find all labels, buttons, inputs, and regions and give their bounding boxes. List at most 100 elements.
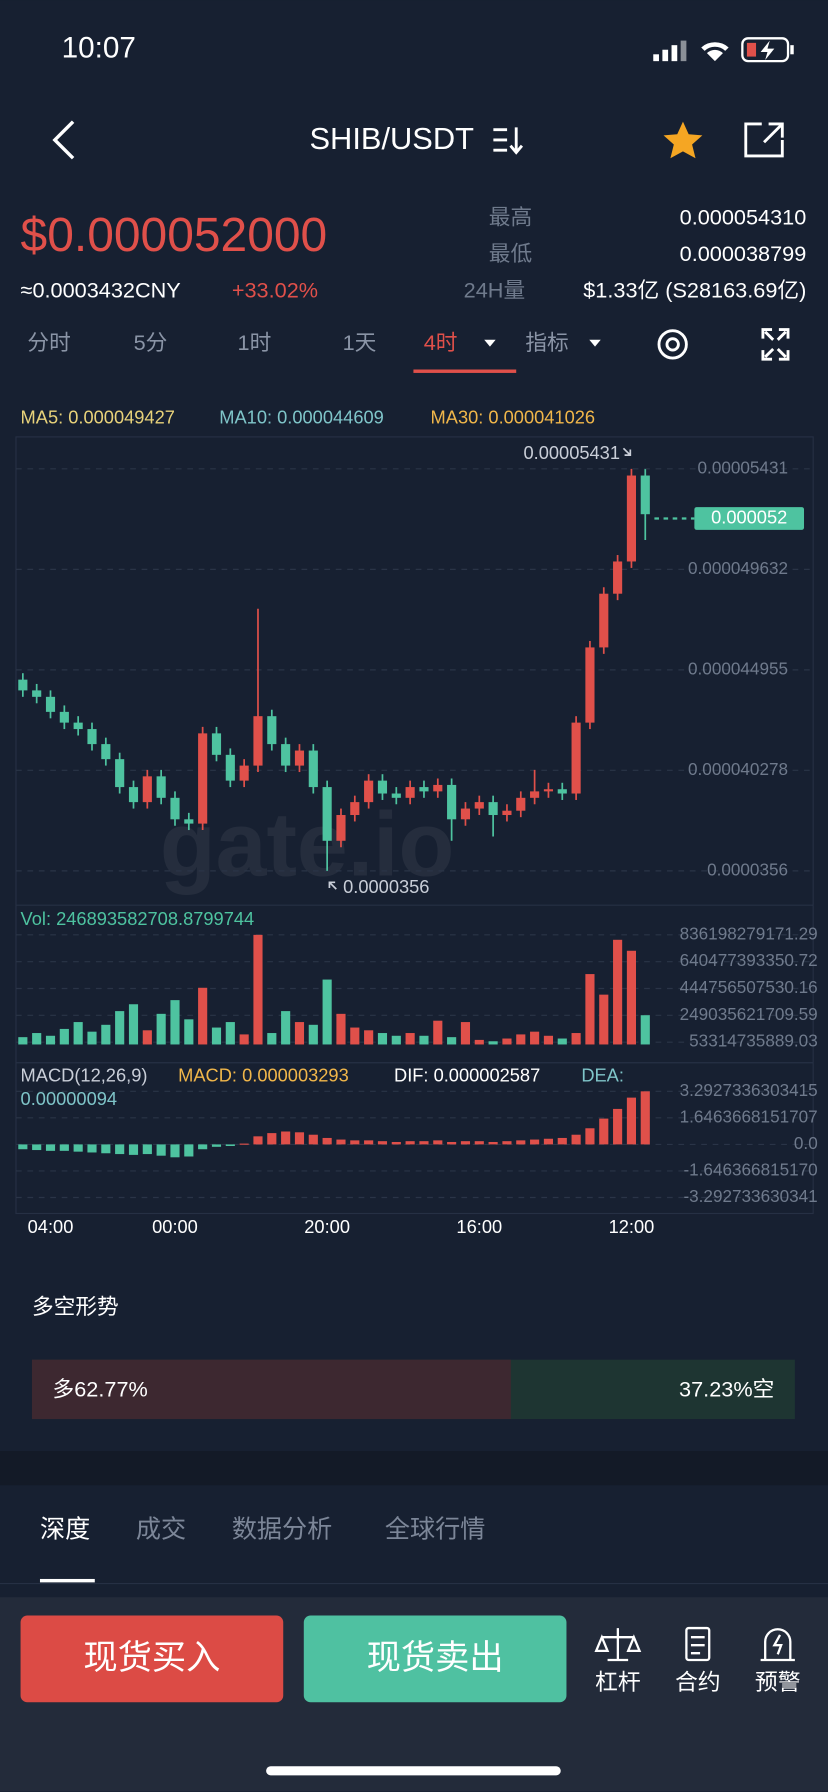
volume-bar xyxy=(73,1022,83,1045)
switch-icon[interactable] xyxy=(493,127,524,155)
indicator-tab[interactable]: 指标 xyxy=(525,330,568,355)
candle-body xyxy=(170,797,180,820)
volume-bar xyxy=(391,1035,401,1045)
bottom-tab[interactable]: 全球行情 xyxy=(385,1516,485,1544)
macd-bar xyxy=(364,1140,374,1145)
share-icon[interactable] xyxy=(744,122,784,158)
candle-body xyxy=(613,561,623,594)
macd-bar xyxy=(613,1108,623,1145)
interval-tab-active[interactable]: 4时 xyxy=(424,330,458,355)
y-tick-label: -3.292733630341 xyxy=(683,1186,817,1206)
candle-body xyxy=(350,802,360,816)
candle-body xyxy=(239,765,249,781)
candle-body xyxy=(128,787,139,803)
volume-bar xyxy=(336,1013,346,1045)
y-tick-label: -1.646366815170 xyxy=(683,1159,817,1179)
volume-bar xyxy=(474,1039,484,1045)
tool-label[interactable]: 杠杆 xyxy=(595,1669,641,1695)
y-tick-label: 0.000044955 xyxy=(688,658,788,678)
macd-bar xyxy=(543,1138,554,1145)
favorite-star[interactable] xyxy=(663,121,703,159)
volume-bar xyxy=(32,1033,42,1045)
interval-tab[interactable]: 分时 xyxy=(27,330,70,355)
volume-label: 24H量 xyxy=(464,278,525,303)
bottom-tab[interactable]: 深度 xyxy=(40,1516,90,1544)
candle-body xyxy=(184,819,194,824)
volume-bar xyxy=(184,1019,194,1045)
long-label: 多 xyxy=(53,1376,75,1401)
candle-body xyxy=(488,802,498,816)
dea-value: 0.00000094 xyxy=(21,1088,118,1109)
interval-tab[interactable]: 1天 xyxy=(343,330,377,355)
volume-bar xyxy=(530,1031,540,1045)
tab-underline xyxy=(39,1578,95,1583)
tool-label[interactable]: 合约 xyxy=(675,1669,721,1695)
short-text: 37.23%空 xyxy=(679,1376,774,1401)
macd-bar xyxy=(502,1141,512,1145)
volume-bar xyxy=(502,1038,512,1045)
volume-bar xyxy=(585,974,595,1045)
sentiment-title: 多空形势 xyxy=(32,1294,119,1319)
short-value: 37.23% xyxy=(679,1376,753,1401)
macd-bar xyxy=(322,1137,332,1145)
volume-bar xyxy=(350,1027,360,1045)
volume-bar xyxy=(211,1027,222,1045)
long-value: 62.77% xyxy=(74,1376,148,1401)
buy-button[interactable] xyxy=(20,1615,284,1703)
back-button[interactable] xyxy=(52,120,75,160)
macd-bar xyxy=(45,1144,56,1151)
macd-bar xyxy=(239,1143,249,1145)
interval-tab[interactable]: 5分 xyxy=(134,330,168,355)
macd-bar xyxy=(142,1144,152,1155)
bottom-tab[interactable]: 数据分析 xyxy=(232,1516,332,1544)
dropdown-arrow xyxy=(589,339,601,347)
settings-icon[interactable] xyxy=(657,329,688,360)
volume-bar xyxy=(543,1035,554,1045)
macd-bar xyxy=(350,1140,360,1145)
y-tick-label: 0.0000356 xyxy=(707,859,788,879)
macd-bar xyxy=(87,1144,97,1153)
candle-body xyxy=(281,744,291,766)
volume-bar xyxy=(460,1022,471,1045)
divider xyxy=(0,1451,828,1486)
macd-bar xyxy=(488,1141,498,1145)
volume-bar xyxy=(156,1013,166,1045)
macd-bar xyxy=(474,1141,484,1145)
interval-tab[interactable]: 1时 xyxy=(238,330,272,355)
sell-button[interactable] xyxy=(303,1615,567,1703)
candle-body xyxy=(336,815,346,841)
macd-bar xyxy=(267,1133,277,1145)
candle-body xyxy=(571,722,581,794)
candle-body xyxy=(585,647,595,723)
candle-body xyxy=(294,750,305,766)
candle-body xyxy=(198,733,208,824)
macd-bar xyxy=(184,1144,194,1157)
max-label: 0.00005431 xyxy=(524,442,621,463)
candle-body xyxy=(308,750,318,788)
pair-title[interactable]: SHIB/USDT xyxy=(310,121,475,156)
x-tick-label: 00:00 xyxy=(152,1216,198,1237)
bottom-tab[interactable]: 成交 xyxy=(136,1516,186,1544)
macd-bar xyxy=(128,1144,139,1155)
volume-bar xyxy=(447,1037,457,1045)
volume-bar xyxy=(364,1030,374,1045)
macd-bar xyxy=(59,1144,69,1151)
sell-label: 现货卖出 xyxy=(367,1639,504,1677)
macd-bar xyxy=(32,1144,42,1151)
macd-bar xyxy=(460,1141,471,1145)
candle-body xyxy=(377,780,388,794)
x-tick-label: 16:00 xyxy=(456,1216,502,1237)
tool-label[interactable]: 预警 xyxy=(755,1669,801,1695)
x-tick-label: 20:00 xyxy=(304,1216,350,1237)
macd-bar xyxy=(640,1091,650,1145)
dea-label: DEA: xyxy=(581,1064,624,1085)
volume-bar xyxy=(142,1030,152,1045)
status-time: 10:07 xyxy=(62,32,136,65)
fullscreen-icon[interactable] xyxy=(761,328,790,361)
candle-body xyxy=(18,679,28,691)
candle-body xyxy=(516,797,526,811)
x-tick-label: 04:00 xyxy=(28,1216,74,1237)
candle-body xyxy=(211,733,222,755)
candle-body xyxy=(267,716,277,745)
candle-body xyxy=(447,784,457,820)
